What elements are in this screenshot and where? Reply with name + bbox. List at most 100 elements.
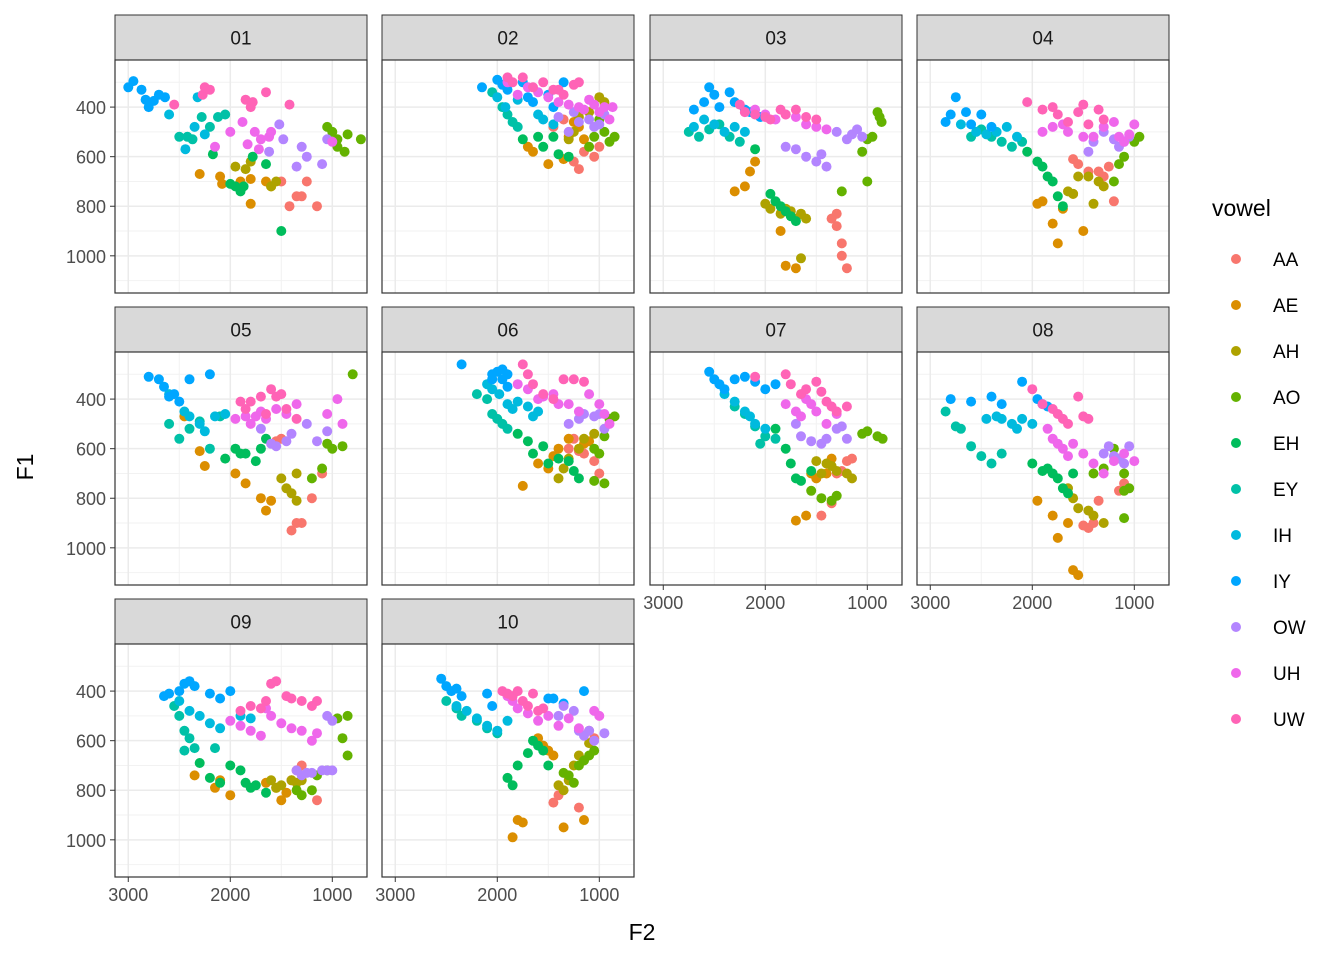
data-point-aa (296, 518, 307, 528)
data-point-eh (750, 144, 761, 155)
data-point-ae (750, 156, 761, 167)
data-point-ah (266, 775, 277, 786)
legend-swatch (1231, 714, 1241, 724)
data-point-ao (609, 131, 620, 142)
data-point-ao (342, 750, 353, 761)
data-point-eh (517, 134, 528, 145)
data-point-iy (558, 77, 569, 88)
legend-swatch (1231, 346, 1241, 356)
data-point-ih (461, 705, 472, 716)
legend-swatch (1231, 576, 1241, 586)
data-point-ih (492, 725, 503, 736)
data-point-ow (801, 151, 812, 162)
data-point-ow (296, 141, 307, 152)
data-point-ae (563, 433, 574, 444)
data-point-ey (179, 745, 190, 756)
data-point-uw (538, 389, 549, 400)
data-point-uw (1078, 99, 1089, 110)
data-point-ih (502, 715, 513, 726)
data-point-ey (184, 733, 195, 744)
data-point-uh (512, 89, 523, 100)
data-point-uh (1129, 456, 1140, 467)
data-point-iy (487, 701, 498, 711)
data-point-eh (568, 466, 579, 476)
data-point-uh (599, 102, 610, 113)
data-point-ih (739, 126, 750, 137)
data-point-iy (487, 374, 498, 385)
data-point-eh (528, 448, 538, 459)
data-point-eh (770, 423, 781, 434)
data-point-uh (286, 723, 297, 734)
y-tick-label: 600 (76, 732, 106, 752)
data-point-uh (242, 139, 253, 150)
data-point-uw (831, 406, 842, 417)
data-point-ih (184, 411, 195, 422)
data-point-ae (276, 795, 287, 806)
data-point-uw (276, 389, 287, 400)
data-point-iy (174, 396, 185, 407)
data-point-uh (573, 406, 584, 417)
data-point-eh (255, 443, 266, 454)
data-point-ao (342, 710, 353, 721)
facet-panel-09: 09 400 600 800 1000 3000 2000 1000 (66, 598, 368, 905)
data-point-ey (760, 431, 771, 442)
data-points (704, 366, 888, 526)
data-point-uh (235, 720, 246, 731)
data-point-ah (589, 428, 600, 439)
legend-swatch (1231, 668, 1241, 678)
data-point-ow (811, 156, 822, 167)
data-point-eh (538, 141, 549, 152)
legend-item-ow: OW (1231, 618, 1306, 639)
data-point-ao (584, 141, 595, 152)
data-point-uw (1063, 117, 1073, 127)
data-point-eh (194, 758, 205, 768)
data-point-eh (538, 745, 549, 756)
facet-strip (649, 14, 903, 61)
data-point-uh (563, 99, 574, 110)
data-point-ae (230, 468, 241, 479)
data-point-ih (199, 426, 210, 437)
facet-strip-label: 07 (765, 321, 786, 342)
data-point-uh (245, 418, 256, 429)
data-point-eh (1052, 191, 1063, 202)
data-point-ae (729, 186, 740, 197)
data-point-uw (548, 394, 559, 405)
facet-strip (114, 306, 368, 353)
data-point-ao (339, 146, 350, 157)
data-point-ow (327, 765, 338, 776)
data-point-ey (1006, 141, 1017, 152)
data-point-ae (189, 770, 200, 781)
data-point-eh (247, 151, 258, 162)
data-point-uw (765, 114, 776, 125)
data-point-eh (512, 760, 523, 771)
axes: F2 F1 (12, 454, 655, 945)
data-point-eh (1057, 201, 1068, 212)
data-point-eh (215, 777, 226, 788)
facet-panel-05: 05 400 600 800 1000 (66, 306, 368, 586)
legend-item-uh: UH (1231, 664, 1300, 685)
data-point-uw (558, 374, 569, 385)
data-point-uw (281, 404, 292, 414)
data-point-uh (584, 389, 595, 400)
data-point-ow (553, 710, 564, 721)
data-point-ey (770, 433, 781, 444)
data-point-ow (584, 114, 595, 125)
data-point-iy (945, 109, 956, 120)
legend-label: AE (1273, 296, 1298, 317)
data-point-ao (816, 493, 827, 504)
data-point-ey (196, 112, 207, 122)
data-point-iy (976, 109, 987, 120)
data-point-uh (240, 411, 251, 422)
data-point-iy (719, 384, 730, 395)
data-point-ey (996, 448, 1007, 459)
data-point-iy (160, 92, 170, 103)
legend-title: vowel (1212, 195, 1271, 221)
data-point-eh (573, 473, 584, 484)
data-point-ih (174, 696, 185, 706)
data-point-uw (261, 87, 271, 98)
data-point-ao (317, 463, 328, 474)
data-point-ae (1052, 238, 1063, 249)
data-point-uh (1078, 448, 1089, 459)
data-points (456, 359, 620, 491)
data-point-iy (204, 369, 215, 380)
